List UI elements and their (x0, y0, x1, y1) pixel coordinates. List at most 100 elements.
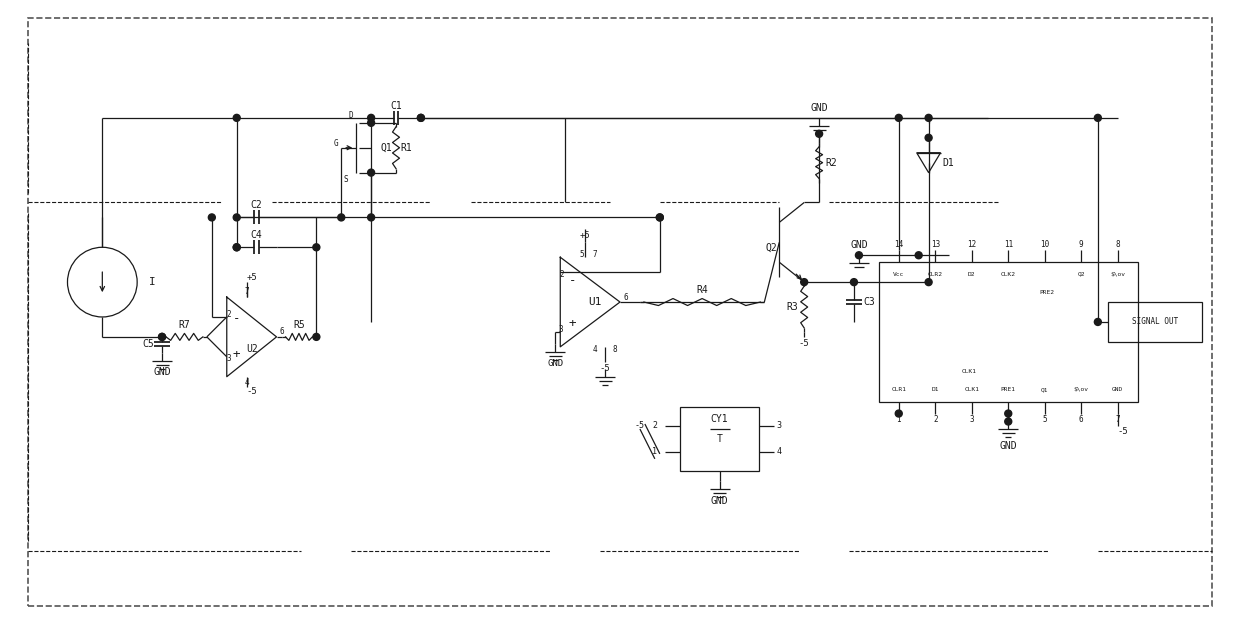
Circle shape (367, 169, 374, 176)
Text: PRE1: PRE1 (1001, 387, 1016, 392)
Text: 1: 1 (652, 447, 657, 457)
Text: I: I (149, 277, 155, 287)
Circle shape (895, 114, 903, 121)
Circle shape (418, 114, 424, 121)
Circle shape (159, 333, 165, 340)
Text: 12: 12 (967, 240, 976, 249)
Circle shape (915, 252, 923, 259)
Circle shape (856, 252, 862, 259)
Circle shape (895, 410, 903, 417)
Text: -: - (233, 312, 241, 325)
Text: D: D (348, 111, 353, 121)
Text: 2: 2 (227, 310, 231, 320)
Text: GND: GND (810, 103, 828, 113)
Text: GND: GND (154, 367, 171, 377)
Text: 4: 4 (244, 378, 249, 387)
Text: $\ov: $\ov (1110, 272, 1125, 277)
Text: 2: 2 (559, 270, 563, 279)
Circle shape (925, 114, 932, 121)
Circle shape (208, 214, 216, 221)
Text: SIGNAL OUT: SIGNAL OUT (1132, 317, 1178, 327)
Bar (680, 407, 759, 471)
Circle shape (367, 119, 374, 126)
Circle shape (367, 114, 374, 121)
Text: GND: GND (1112, 387, 1123, 392)
Text: 3: 3 (776, 422, 781, 430)
Text: R5: R5 (293, 320, 305, 330)
Text: PRE2: PRE2 (1039, 290, 1054, 295)
Text: 10: 10 (1040, 240, 1049, 249)
Text: Vcc: Vcc (893, 272, 904, 277)
Text: 4: 4 (1006, 415, 1011, 424)
Text: C1: C1 (391, 101, 402, 111)
Text: 2: 2 (932, 415, 937, 424)
Text: R4: R4 (696, 285, 708, 295)
Text: Q2: Q2 (1078, 272, 1085, 277)
Circle shape (1095, 114, 1101, 121)
Text: 11: 11 (1003, 240, 1013, 249)
Text: CLK2: CLK2 (1001, 272, 1016, 277)
Text: -5: -5 (247, 387, 257, 396)
Text: G: G (334, 139, 339, 148)
Circle shape (312, 333, 320, 340)
Text: +5: +5 (247, 272, 257, 282)
Text: 14: 14 (894, 240, 904, 249)
Text: R3: R3 (786, 302, 799, 312)
Text: CLR1: CLR1 (892, 387, 906, 392)
Circle shape (816, 131, 822, 137)
Text: C5: C5 (143, 339, 154, 349)
Text: 9: 9 (1079, 240, 1084, 249)
Text: 8: 8 (613, 345, 618, 355)
Circle shape (925, 134, 932, 141)
Text: CLK1: CLK1 (962, 369, 977, 374)
Text: S: S (343, 175, 348, 184)
Text: GND: GND (547, 360, 563, 368)
Text: CLK1: CLK1 (965, 387, 980, 392)
Text: 2: 2 (652, 422, 657, 430)
Text: +: + (568, 317, 575, 330)
Text: 3: 3 (970, 415, 975, 424)
Circle shape (312, 244, 320, 251)
Text: 4: 4 (776, 447, 781, 457)
Text: -5: -5 (600, 364, 610, 373)
Text: 7: 7 (1116, 415, 1120, 424)
Text: 8: 8 (1116, 240, 1120, 249)
Text: D1: D1 (931, 387, 939, 392)
Text: CLR2: CLR2 (928, 272, 942, 277)
Text: CY1: CY1 (711, 414, 728, 424)
Text: GND: GND (999, 442, 1017, 452)
Text: -: - (568, 274, 575, 287)
Text: C3: C3 (863, 297, 874, 307)
Text: Q2: Q2 (765, 243, 777, 253)
Text: R2: R2 (825, 157, 837, 168)
Circle shape (233, 244, 241, 251)
Text: GND: GND (851, 240, 868, 250)
Text: 4: 4 (593, 345, 598, 355)
Text: -5: -5 (635, 422, 645, 430)
Text: T: T (717, 434, 723, 444)
Circle shape (851, 279, 857, 285)
Text: 1: 1 (897, 415, 901, 424)
Text: D1: D1 (942, 157, 955, 168)
Text: R7: R7 (179, 320, 190, 330)
Text: 6: 6 (279, 327, 284, 337)
Text: 5: 5 (580, 250, 584, 259)
Circle shape (1004, 418, 1012, 425)
Circle shape (233, 244, 241, 251)
Text: 7: 7 (593, 250, 598, 259)
Text: C4: C4 (250, 230, 263, 240)
Bar (1107, 302, 1203, 342)
Text: -5: -5 (1117, 427, 1128, 436)
Circle shape (337, 214, 345, 221)
Circle shape (418, 114, 424, 121)
Circle shape (233, 214, 241, 221)
Text: U2: U2 (246, 344, 258, 354)
Text: +: + (233, 348, 241, 361)
Circle shape (656, 214, 663, 221)
Text: GND: GND (711, 496, 728, 506)
Circle shape (233, 114, 241, 121)
Text: D2: D2 (968, 272, 976, 277)
Text: 6: 6 (624, 292, 629, 302)
Circle shape (1004, 410, 1012, 417)
Circle shape (925, 279, 932, 285)
